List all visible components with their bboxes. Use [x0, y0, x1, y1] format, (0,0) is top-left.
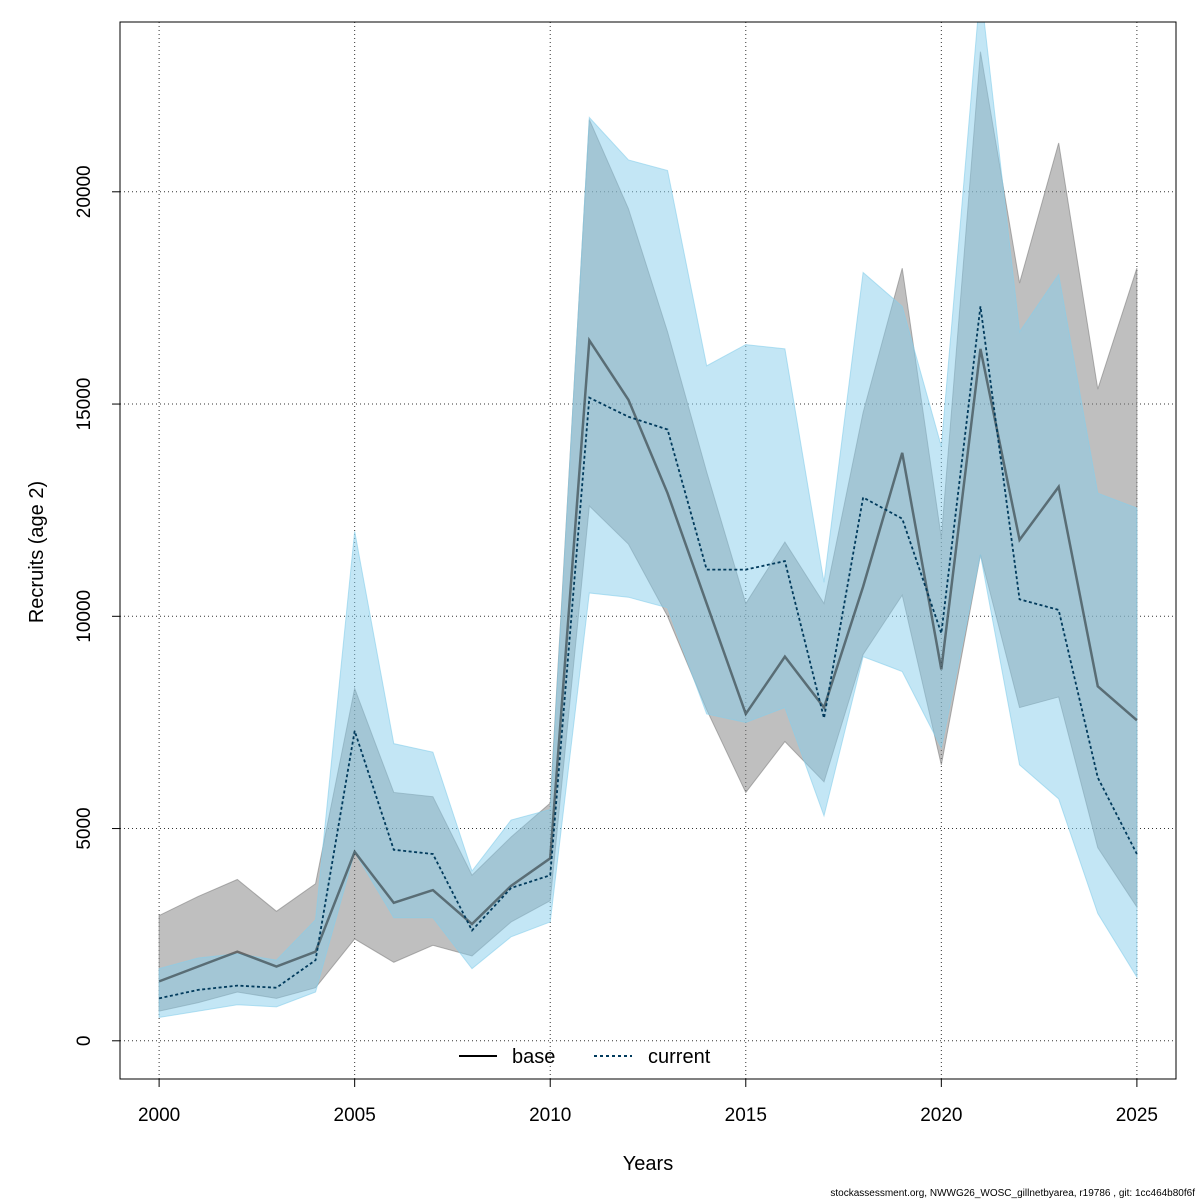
y-axis-title: Recruits (age 2)	[26, 481, 48, 623]
y-tick-label: 15000	[74, 378, 95, 431]
y-tick-label: 0	[74, 1036, 95, 1047]
confidence-bands	[158, 22, 1138, 1019]
x-tick-label: 2000	[138, 1105, 180, 1126]
x-tick-label: 2005	[334, 1105, 376, 1126]
x-axis-title: Years	[623, 1153, 673, 1175]
x-tick-label: 2015	[725, 1105, 767, 1126]
legend-label-current: current	[648, 1046, 711, 1068]
plot-frame	[119, 21, 1177, 1080]
series-lines	[158, 306, 1138, 1000]
footer-credit: stockassessment.org, NWWG26_WOSC_gillnet…	[830, 1188, 1195, 1199]
axis-ticks: 2000 2005 2010 2015 2020 2025 0 5000 10000 15000 2…	[74, 165, 1158, 1126]
legend: base current	[459, 1046, 711, 1068]
y-tick-label: 10000	[74, 590, 95, 643]
y-tick-label: 20000	[74, 165, 95, 218]
x-tick-label: 2025	[1116, 1105, 1158, 1126]
x-tick-label: 2020	[920, 1105, 962, 1126]
y-tick-label: 5000	[74, 807, 95, 849]
legend-label-base: base	[512, 1046, 555, 1068]
line-base	[158, 336, 1138, 983]
x-tick-label: 2010	[529, 1105, 571, 1126]
band-current	[158, 22, 1138, 1019]
line-current	[158, 306, 1138, 1000]
